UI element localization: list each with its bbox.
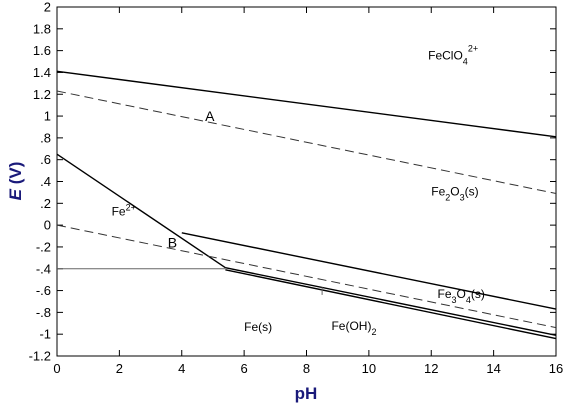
line-label-b: B <box>168 235 177 251</box>
y-tick-label: -1.2 <box>29 349 51 364</box>
x-tick-label: 2 <box>116 361 123 376</box>
x-tick-label: 10 <box>362 361 376 376</box>
y-tick-labels: 21.81.61.41.21.8.6.4.20-.2-.4-.6-.8-1-1.… <box>29 0 51 364</box>
x-tick-label: 6 <box>241 361 248 376</box>
y-axis-title: E (V) <box>6 162 25 201</box>
y-tick-label: -.6 <box>36 283 51 298</box>
y-tick-label: .8 <box>40 130 51 145</box>
y-tick-label: -.8 <box>36 305 51 320</box>
water-oxidation-a-line <box>56 90 557 194</box>
x-tick-label: 12 <box>424 361 438 376</box>
y-tick-label: -1 <box>39 327 51 342</box>
fe3o4-feoh2-boundary-line <box>225 267 557 336</box>
y-tick-label: 0 <box>44 218 51 233</box>
y-tick-label: 1.8 <box>33 21 51 36</box>
x-tick-label: 0 <box>53 361 60 376</box>
y-tick-label: 1.4 <box>33 65 51 80</box>
x-axis-title: pH <box>295 384 318 403</box>
line-label-a: A <box>205 108 215 124</box>
feoh2-fe-boundary-line <box>225 269 557 340</box>
y-tick-label: .4 <box>40 174 51 189</box>
region-label-fe2o3: Fe2O3(s) <box>431 185 478 203</box>
y-tick-label: 1.6 <box>33 43 51 58</box>
region-label-fes: Fe(s) <box>244 320 272 334</box>
plot-frame <box>56 6 557 357</box>
y-tick-label: .2 <box>40 196 51 211</box>
region-label-fecl04: FeClO42+ <box>428 43 478 66</box>
x-tick-labels: 0 2 4 6 8 10 12 14 16 <box>53 361 563 376</box>
y-tick-label: 2 <box>44 0 51 15</box>
boundary-lines <box>56 70 557 340</box>
y-tick-label: -.2 <box>36 239 51 254</box>
x-tick-label: 4 <box>178 361 185 376</box>
fe2-fe2o3-boundary-line <box>56 153 226 269</box>
axis-ticks <box>56 6 557 357</box>
region-labels: A B FeClO42+ Fe2O3(s) Fe2+ Fe3O4(s) Fe(OH)2 Fe(… <box>112 43 485 336</box>
y-tick-label: 1 <box>44 109 51 124</box>
fe2o3-fe3o4-boundary-line <box>181 232 557 310</box>
y-tick-label: 1.2 <box>33 87 51 102</box>
region-label-feoh2: Fe(OH)2 <box>331 319 376 337</box>
x-tick-label: 14 <box>486 361 500 376</box>
fecl04-boundary-line <box>56 70 557 138</box>
x-tick-label: 8 <box>303 361 310 376</box>
water-reduction-b-line <box>56 224 557 329</box>
y-tick-label: -.4 <box>36 261 51 276</box>
region-label-fe3o4: Fe3O4(s) <box>437 287 484 305</box>
region-label-fe2plus: Fe2+ <box>112 202 136 218</box>
x-tick-label: 16 <box>549 361 563 376</box>
y-tick-label: .6 <box>40 152 51 167</box>
